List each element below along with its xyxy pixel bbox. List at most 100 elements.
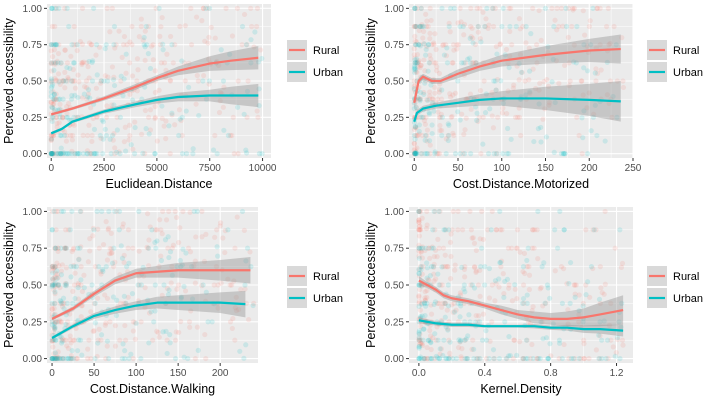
rural-point [421,355,428,362]
urban-point [84,151,90,157]
rural-point [208,24,214,30]
rural-point [414,52,421,58]
urban-point [243,342,249,348]
rural-point [49,306,55,312]
rural-point [60,114,66,120]
urban-point [57,114,63,120]
rural-point [462,337,468,343]
urban-point [49,355,55,362]
urban-point [494,151,500,157]
rural-point [412,5,418,11]
rural-point [134,56,141,62]
rural-point [500,271,506,277]
rural-point [583,282,589,288]
rural-point [534,60,540,66]
urban-point [91,227,97,233]
urban-point [570,355,577,362]
urban-point [602,138,608,144]
rural-point [49,54,56,60]
urban-point [98,332,105,338]
rural-point [182,23,188,29]
rural-point [164,285,170,292]
rural-point [52,300,58,306]
rural-point [411,140,417,146]
rural-point [80,132,86,138]
rural-point [499,110,506,116]
urban-point [92,300,98,306]
rural-point [451,47,457,53]
rural-point [51,325,58,331]
rural-point [79,61,85,68]
rural-point [74,47,80,54]
urban-point [136,208,142,215]
urban-point [417,96,423,102]
rural-point [76,256,82,262]
rural-point [539,319,545,325]
urban-point [474,117,480,123]
urban-point [445,327,451,333]
rural-point [251,300,257,306]
urban-point [72,92,78,98]
rural-point [427,5,433,11]
rural-point [112,45,118,51]
urban-point [581,42,587,48]
rural-point [517,339,523,345]
rural-point [542,106,548,112]
rural-point [86,40,93,46]
rural-point [103,355,109,362]
urban-point [439,5,445,11]
rural-point [450,60,456,66]
rural-smooth-line [418,279,624,320]
rural-point [493,151,499,157]
urban-point [111,245,117,251]
urban-point [457,314,463,320]
rural-point [416,227,422,233]
urban-point [413,149,419,155]
urban-point [524,300,530,306]
urban-point [482,282,488,288]
rural-point [158,253,164,259]
rural-point [165,245,171,251]
urban-point [413,42,419,48]
urban-point [49,118,55,125]
urban-point [490,5,496,11]
urban-point [184,151,190,157]
rural-point [467,91,474,97]
rural-point [153,5,159,11]
urban-point [545,355,551,362]
rural-point [87,151,93,157]
rural-point [490,5,496,11]
rural-point [62,5,68,11]
urban-point [122,355,128,362]
rural-point [96,245,102,251]
y-tick-label: 1.00 [23,4,43,15]
rural-point [114,208,120,215]
urban-point [52,289,58,295]
urban-point [488,227,494,233]
rural-point [55,274,61,280]
rural-point [427,35,433,42]
urban-point [601,318,607,324]
x-tick-label: 0 [411,163,417,174]
rural-point [537,286,543,292]
rural-point [415,59,421,65]
rural-point [416,253,422,259]
rural-point [90,225,97,231]
urban-point [551,149,557,155]
urban-point [462,289,468,295]
urban-point [567,300,573,306]
urban-point [414,151,420,157]
rural-point [517,52,523,58]
urban-point [72,151,78,157]
urban-point [412,63,418,69]
urban-point [49,5,55,11]
urban-point [57,96,63,102]
urban-point [411,132,418,139]
urban-point [418,151,424,157]
rural-point [57,300,63,306]
x-tick-label: 0.0 [412,368,426,379]
urban-point [523,92,529,98]
urban-point [76,151,83,157]
rural-point [145,23,152,30]
